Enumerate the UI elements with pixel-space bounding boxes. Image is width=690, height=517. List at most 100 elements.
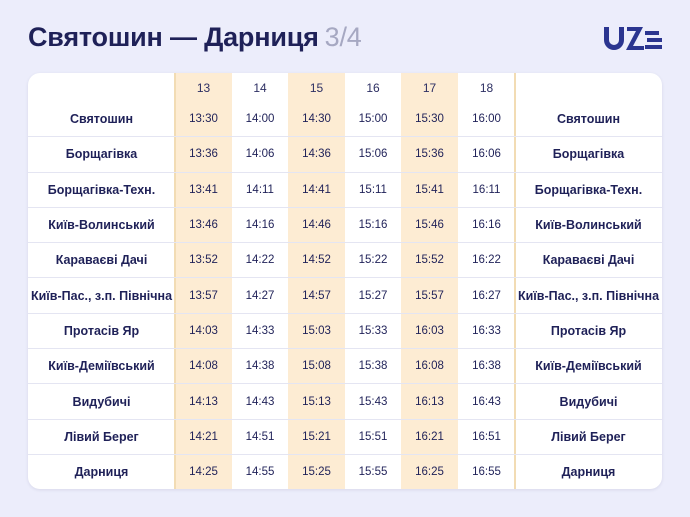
departure-time: 15:03: [288, 313, 345, 350]
table-row: Протасів Яр 14:03 14:33 15:03 15:33 16:03 16:3…: [28, 313, 662, 350]
station-name-right: Лівий Берег: [515, 419, 662, 455]
departure-time: 14:51: [232, 419, 288, 455]
train-number: 17: [422, 80, 437, 95]
train-number: 15: [309, 80, 324, 95]
schedule-card: 13 14 15 16 17 18 Святошин 13:30 14:00 14:3…: [28, 73, 662, 489]
train-number: 16: [366, 80, 380, 95]
route-title: Святошин — Дарниця: [28, 22, 319, 52]
departure-time: 16:00: [458, 102, 515, 138]
departure-time: 15:27: [345, 277, 401, 314]
departure-time: 14:46: [288, 207, 345, 244]
departure-time: 15:00: [345, 102, 401, 138]
departure-time: 16:08: [401, 348, 458, 385]
departure-time: 13:52: [175, 242, 232, 279]
departure-time: 13:41: [175, 172, 232, 208]
table-row: Караваєві Дачі 13:52 14:22 14:52 15:22 15:52 1…: [28, 242, 662, 279]
departure-time: 15:52: [401, 242, 458, 279]
table-row: Видубичі 14:13 14:43 15:13 15:43 16:13 16:43 Ви…: [28, 383, 662, 420]
station-name-right: Борщагівка-Техн.: [515, 172, 662, 208]
departure-time: 16:06: [458, 136, 515, 173]
departure-time: 14:57: [288, 277, 345, 314]
station-name-right: Київ-Деміївський: [515, 348, 662, 385]
departure-time: 14:08: [175, 348, 232, 385]
departure-time: 15:11: [345, 172, 401, 208]
departure-time: 14:22: [232, 242, 288, 279]
departure-time: 16:16: [458, 207, 515, 244]
departure-time: 16:33: [458, 313, 515, 350]
departure-time: 14:55: [245, 466, 275, 479]
departure-time: 16:55: [472, 466, 501, 479]
departure-time: 14:03: [175, 313, 232, 350]
departure-time: 14:52: [288, 242, 345, 279]
departure-time: 16:51: [458, 419, 515, 455]
table-row: Дарниця 14:25 14:55 15:25 15:55 16:25 16:55 Дар…: [28, 454, 662, 489]
departure-time: 14:16: [232, 207, 288, 244]
station-name-right: Протасів Яр: [515, 313, 662, 350]
departure-time: 16:03: [401, 313, 458, 350]
departure-time: 16:22: [458, 242, 515, 279]
departure-time: 15:33: [345, 313, 401, 350]
departure-time: 14:06: [232, 136, 288, 173]
departure-time: 15:51: [345, 419, 401, 455]
departure-time: 16:27: [458, 277, 515, 314]
departure-time: 14:00: [232, 102, 288, 138]
departure-time: 15:36: [401, 136, 458, 173]
departure-time: 13:46: [175, 207, 232, 244]
station-name-left: Борщагівка: [28, 136, 175, 173]
train-number: 18: [479, 80, 494, 95]
table-row: Борщагівка-Техн. 13:41 14:11 14:41 15:11 15:4…: [28, 172, 662, 208]
departure-time: 16:13: [401, 383, 458, 420]
station-name-right: Київ-Пас., з.п. Північна: [515, 277, 662, 314]
departure-time: 13:30: [175, 102, 232, 138]
header-row: 13 14 15 16 17 18: [28, 73, 662, 102]
departure-time: 16:11: [458, 172, 515, 208]
table-row: Борщагівка 13:36 14:06 14:36 15:06 15:36 16:06…: [28, 136, 662, 173]
departure-time: 13:36: [175, 136, 232, 173]
station-name-left: Київ-Волинський: [28, 207, 175, 244]
table-row: Київ-Пас., з.п. Північна 13:57 14:27 14:57 1…: [28, 277, 662, 314]
station-name-right: Святошин: [515, 102, 662, 138]
header-empty-right: [515, 73, 662, 102]
station-name-right: Борщагівка: [515, 136, 662, 173]
departure-time: 16:21: [401, 419, 458, 455]
train-number: 13: [196, 80, 211, 95]
departure-time: 14:11: [232, 172, 288, 208]
station-name-right: Дарниця: [561, 465, 616, 480]
departure-time: 15:08: [288, 348, 345, 385]
departure-time: 15:55: [358, 466, 388, 479]
departure-time: 14:36: [288, 136, 345, 173]
timetable: 13 14 15 16 17 18 Святошин 13:30 14:00 14:3…: [28, 73, 662, 489]
page-indicator: 3/4: [324, 22, 362, 52]
station-name-left: Караваєві Дачі: [28, 242, 175, 279]
departure-time: 14:33: [232, 313, 288, 350]
departure-time: 15:41: [401, 172, 458, 208]
station-name-left: Видубичі: [28, 383, 175, 420]
table-row: Київ-Деміївський 14:08 14:38 15:08 15:38 16:0…: [28, 348, 662, 385]
header-empty-left: [28, 73, 175, 102]
departure-time: 14:13: [175, 383, 232, 420]
departure-time: 14:38: [232, 348, 288, 385]
departure-time: 15:38: [345, 348, 401, 385]
station-name-right: Київ-Волинський: [515, 207, 662, 244]
departure-time: 14:41: [288, 172, 345, 208]
table-row: Лівий Берег 14:21 14:51 15:21 15:51 16:21 16:5…: [28, 419, 662, 455]
station-name-left: Протасів Яр: [28, 313, 175, 350]
uz-railways-logo-icon: [604, 27, 662, 50]
departure-time: 16:43: [458, 383, 515, 420]
station-name-left: Борщагівка-Техн.: [28, 172, 175, 208]
station-name-left: Лівий Берег: [28, 419, 175, 455]
page-title: Святошин — Дарниця 3/4: [28, 22, 362, 53]
departure-time: 13:57: [175, 277, 232, 314]
departure-time: 14:43: [232, 383, 288, 420]
station-name-left: Дарниця: [74, 465, 129, 480]
departure-time: 15:13: [288, 383, 345, 420]
departure-time: 15:43: [345, 383, 401, 420]
station-name-right: Караваєві Дачі: [515, 242, 662, 279]
departure-time: 15:16: [345, 207, 401, 244]
departure-time: 15:06: [345, 136, 401, 173]
departure-time: 14:30: [288, 102, 345, 138]
departure-time: 15:57: [401, 277, 458, 314]
table-row: Святошин 13:30 14:00 14:30 15:00 15:30 16:00 Св…: [28, 102, 662, 138]
station-name-left: Київ-Деміївський: [28, 348, 175, 385]
station-name-left: Київ-Пас., з.п. Північна: [28, 277, 175, 314]
